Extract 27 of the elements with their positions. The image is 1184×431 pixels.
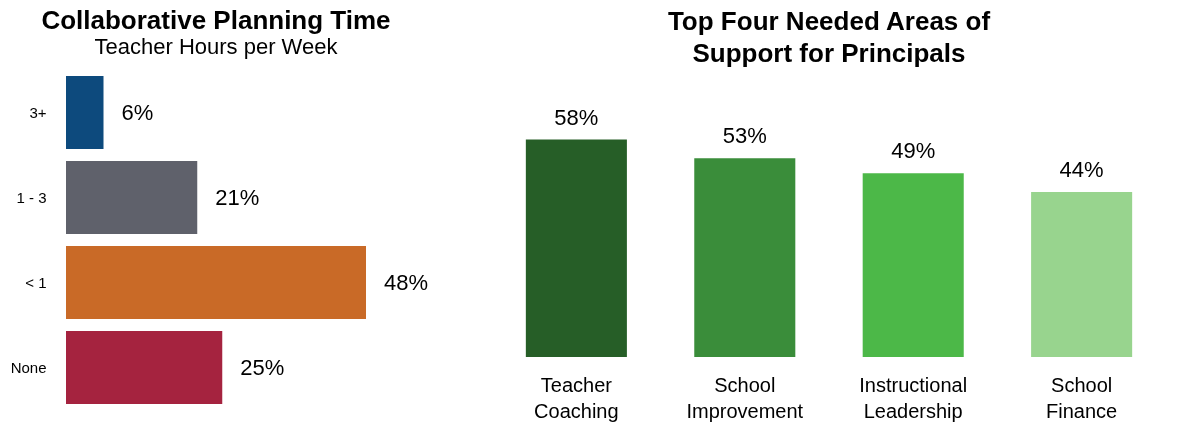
bar	[66, 160, 198, 235]
x-tick-label: Teacher Coaching	[534, 373, 619, 422]
x-tick-label: School Finance	[1046, 373, 1118, 422]
y-tick-label: None	[10, 358, 47, 376]
chart-title: Collaborative Planning Time	[41, 5, 391, 35]
x-tick-label: Instructional Leadership	[859, 373, 968, 422]
y-tick-label: 3+	[29, 103, 47, 121]
data-label: 44%	[1059, 157, 1104, 182]
data-label: 48%	[384, 269, 429, 295]
bar	[525, 139, 627, 357]
y-tick-label: 1 - 3	[16, 188, 47, 206]
bar	[66, 245, 366, 320]
bar	[66, 330, 223, 405]
data-label: 58%	[554, 104, 599, 130]
bar	[694, 158, 796, 357]
bar	[1031, 192, 1133, 357]
data-label: 21%	[215, 184, 260, 210]
data-label: 53%	[722, 123, 767, 149]
data-label: 49%	[891, 138, 936, 164]
chart-subtitle: Teacher Hours per Week	[94, 34, 339, 59]
y-tick-label: < 1	[25, 273, 47, 291]
bar	[862, 173, 964, 357]
x-tick-label: School Improvement	[686, 373, 804, 422]
chart-title: Top Four Needed Areas of Support for Principals	[667, 5, 991, 68]
bar	[66, 75, 104, 150]
data-label: 25%	[240, 354, 285, 380]
data-label: 6%	[121, 99, 154, 125]
